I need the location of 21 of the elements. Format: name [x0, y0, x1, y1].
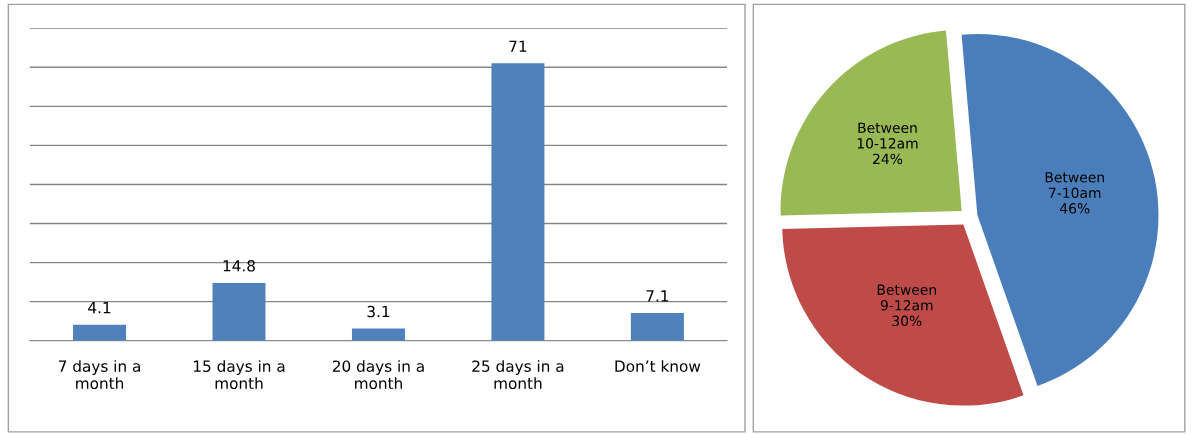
data-label: 4.1	[88, 302, 111, 314]
bar	[351, 328, 405, 341]
data-label: 3.1	[367, 305, 390, 318]
data-label: 71	[509, 40, 527, 52]
data-label: 7.1	[646, 290, 669, 302]
data-label: 24%	[873, 153, 903, 165]
slice-label: Between 10-12am	[857, 122, 918, 149]
slice-label: Between 9-12am	[877, 284, 936, 311]
data-label: 46%	[1059, 203, 1090, 214]
data-label: 30%	[892, 315, 922, 327]
slice-label: Between 7-10am	[1045, 172, 1104, 199]
x-tick-label: 25 days in a month	[472, 360, 564, 390]
x-tick-label: 20 days in a month	[332, 360, 424, 390]
bar	[491, 63, 545, 341]
bar	[212, 282, 266, 341]
x-tick-label: 15 days in a month	[193, 360, 285, 390]
data-label: 14.8	[223, 260, 255, 272]
bar	[73, 324, 127, 341]
x-tick-label: Don’t know	[615, 360, 701, 372]
bar	[630, 312, 684, 341]
x-tick-label: 7 days in a month	[58, 360, 140, 390]
